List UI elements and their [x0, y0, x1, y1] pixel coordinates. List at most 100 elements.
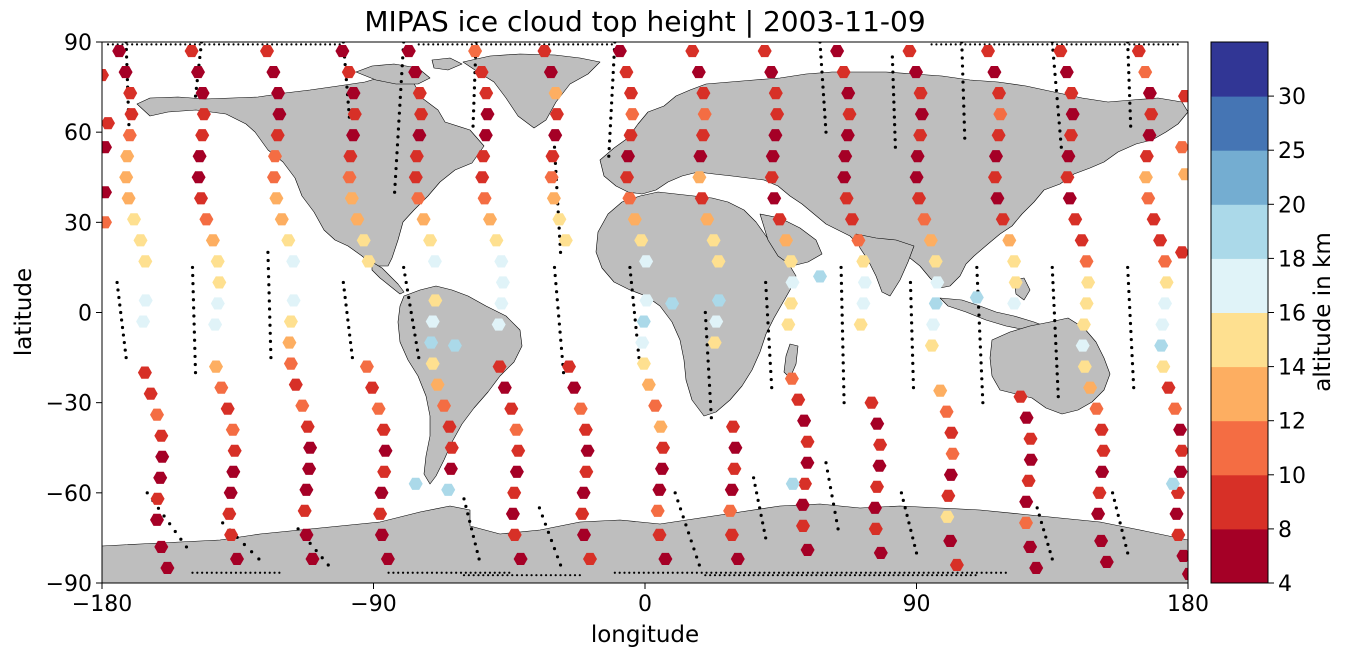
track-dot: [514, 43, 517, 46]
track-dot: [906, 574, 910, 577]
track-dot: [733, 574, 736, 577]
cloud-top-marker: [652, 483, 667, 496]
track-dot: [891, 85, 895, 89]
colorbar-segment: [1211, 42, 1268, 97]
cloud-top-marker: [981, 45, 995, 58]
colorbar: 4 8 10 12 14 16 18 20 25 30: [1210, 41, 1306, 597]
track-dot: [472, 574, 475, 577]
track-dot: [1052, 64, 1056, 68]
track-dot: [546, 530, 551, 534]
track-dot: [258, 571, 262, 574]
track-dot: [1123, 43, 1126, 46]
colorbar-label: altitude in km: [1310, 232, 1336, 392]
track-dot: [173, 529, 177, 534]
cloud-top-marker: [912, 192, 926, 205]
track-dot: [499, 43, 502, 46]
track-dot: [472, 93, 476, 98]
cloud-top-marker: [924, 339, 939, 352]
track-dot: [414, 340, 418, 345]
track-dot: [1058, 129, 1062, 133]
track-dot: [396, 135, 400, 139]
track-dot: [1050, 557, 1054, 561]
track-dot: [891, 70, 895, 74]
track-dot: [198, 55, 202, 60]
cloud-top-marker: [992, 87, 1006, 100]
track-dot: [234, 571, 238, 574]
track-dot: [611, 78, 615, 82]
track-dot: [399, 87, 403, 92]
track-dot: [1042, 528, 1046, 532]
cloud-top-marker: [122, 129, 137, 142]
cloud-top-marker: [1096, 444, 1111, 457]
cloud-top-marker: [784, 372, 799, 385]
track-dot: [950, 574, 953, 577]
track-dot: [759, 513, 763, 517]
track-dot: [908, 280, 913, 285]
track-dot: [342, 288, 346, 292]
cloud-top-marker: [872, 459, 887, 472]
track-dot: [446, 43, 449, 46]
track-dot: [632, 310, 637, 315]
track-dot: [1127, 71, 1131, 75]
cloud-top-marker: [857, 276, 872, 289]
track-dot: [273, 571, 276, 574]
track-dot: [835, 571, 838, 574]
track-dot: [398, 103, 402, 107]
track-dot: [607, 146, 611, 151]
track-dot: [561, 371, 566, 375]
cloud-top-marker: [913, 87, 928, 100]
cloud-top-marker: [1153, 234, 1168, 247]
track-dot: [762, 574, 765, 577]
track-dot: [471, 124, 475, 128]
track-dot: [239, 571, 242, 574]
track-dot: [488, 571, 492, 574]
cloud-top-marker: [870, 480, 884, 493]
map-plot-area: [101, 41, 1189, 584]
cloud-top-marker: [1064, 87, 1079, 100]
cloud-top-marker: [380, 552, 395, 565]
track-dot: [254, 571, 257, 574]
cloud-top-marker: [507, 528, 522, 541]
track-dot: [266, 250, 270, 254]
track-dot: [559, 338, 563, 342]
cloud-top-marker: [700, 213, 715, 226]
cloud-top-marker: [425, 357, 440, 370]
track-dot: [1109, 43, 1112, 46]
x-tick-label: −180: [72, 592, 132, 617]
track-dot: [346, 318, 350, 322]
track-dot: [230, 571, 233, 574]
track-dot: [192, 322, 196, 326]
cloud-top-marker: [1138, 66, 1153, 79]
track-dot: [681, 571, 684, 574]
track-dot: [269, 355, 273, 360]
track-dot: [549, 574, 552, 577]
track-dot: [709, 408, 713, 412]
track-dot: [975, 273, 979, 277]
track-dot: [898, 571, 901, 574]
cloud-top-marker: [138, 255, 153, 268]
track-dot: [145, 43, 148, 46]
cloud-top-marker: [505, 507, 520, 520]
x-axis: −180 −90 0 90 180: [72, 583, 1209, 617]
track-dot: [729, 571, 732, 574]
track-dot: [1053, 319, 1057, 323]
track-dot: [909, 297, 913, 301]
track-dot: [1152, 43, 1155, 46]
track-dot: [525, 574, 528, 577]
cloud-top-marker: [639, 255, 654, 268]
cloud-top-marker: [373, 507, 388, 520]
track-dot: [704, 574, 707, 577]
track-dot: [280, 43, 283, 46]
cloud-top-marker: [377, 465, 392, 478]
track-dot: [343, 62, 347, 67]
track-dot: [406, 571, 409, 574]
cloud-top-marker: [120, 150, 135, 163]
cloud-top-marker: [210, 297, 225, 310]
track-dot: [160, 43, 163, 46]
track-dot: [840, 313, 844, 317]
cloud-top-marker: [281, 234, 296, 247]
cloud-top-marker: [223, 486, 238, 499]
track-dot: [1050, 265, 1054, 270]
cloud-top-marker: [575, 507, 590, 520]
cloud-top-marker: [222, 507, 237, 520]
